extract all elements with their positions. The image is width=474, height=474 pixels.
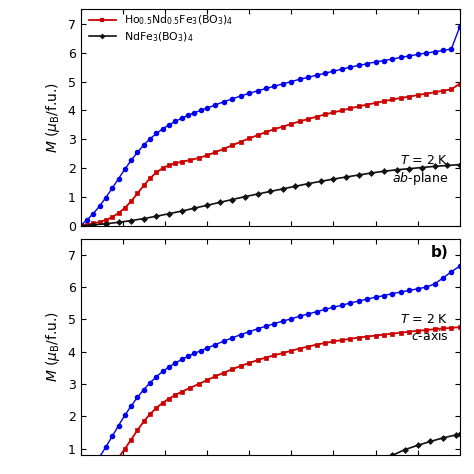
- Text: $T$ = 2 K
$c$-axis: $T$ = 2 K $c$-axis: [400, 313, 448, 343]
- Text: b): b): [431, 245, 448, 260]
- Legend: Ho$_{0.5}$Nd$_{0.5}$Fe$_3$(BO$_3$)$_4$, NdFe$_3$(BO$_3$)$_4$: Ho$_{0.5}$Nd$_{0.5}$Fe$_3$(BO$_3$)$_4$, …: [84, 9, 238, 48]
- Text: $T$ = 2 K
$ab$-plane: $T$ = 2 K $ab$-plane: [392, 155, 448, 187]
- Y-axis label: $M$ ($\mu_\mathrm{B}$/f.u.): $M$ ($\mu_\mathrm{B}$/f.u.): [44, 82, 62, 153]
- Y-axis label: $M$ ($\mu_\mathrm{B}$/f.u.): $M$ ($\mu_\mathrm{B}$/f.u.): [44, 311, 62, 383]
